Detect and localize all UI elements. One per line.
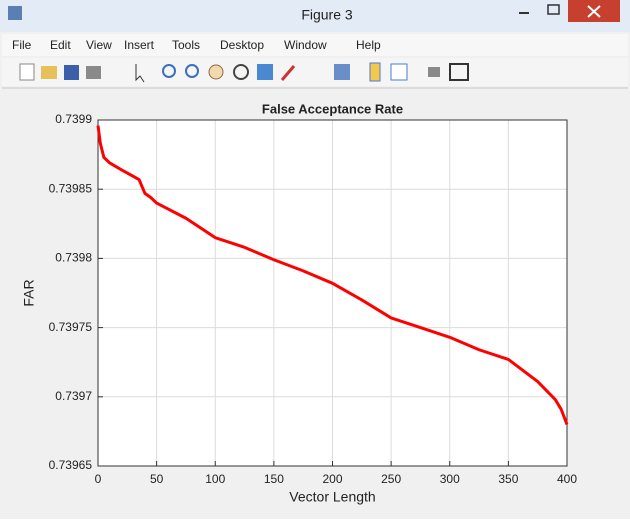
open-icon[interactable] bbox=[41, 66, 57, 79]
x-axis-label: Vector Length bbox=[289, 489, 375, 505]
zoom-in-icon[interactable] bbox=[162, 64, 176, 78]
menu-item[interactable]: Tools bbox=[172, 38, 200, 52]
x-tick-label: 300 bbox=[440, 472, 460, 486]
pan-icon[interactable] bbox=[208, 64, 224, 80]
dock-icon[interactable] bbox=[449, 63, 469, 81]
x-tick-label: 250 bbox=[381, 472, 401, 486]
datacursor-icon[interactable] bbox=[257, 64, 273, 80]
y-tick-label: 0.73985 bbox=[49, 181, 93, 195]
y-tick-label: 0.7399 bbox=[55, 112, 92, 126]
y-tick-label: 0.73975 bbox=[49, 320, 93, 334]
menu-bar bbox=[2, 34, 628, 56]
chart-title: False Acceptance Rate bbox=[262, 101, 403, 116]
data-line bbox=[96, 125, 569, 426]
menu-item[interactable]: Edit bbox=[50, 38, 71, 52]
axes-box bbox=[97, 119, 568, 467]
menu: File Edit View Insert Tools Desktop Window Help bbox=[12, 38, 381, 52]
rotate-icon[interactable] bbox=[233, 64, 249, 80]
plot: 0 50 100 150 200 250 300 350 400 0.73965 0.7397 0.7… bbox=[21, 101, 578, 504]
close-icon bbox=[587, 5, 601, 18]
app-icon bbox=[8, 6, 22, 20]
y-axis-label: FAR bbox=[21, 279, 37, 306]
print-icon[interactable] bbox=[86, 66, 101, 79]
menu-item[interactable]: Help bbox=[356, 38, 381, 52]
window-title: Figure 3 bbox=[301, 7, 353, 23]
brush-icon[interactable] bbox=[280, 65, 296, 81]
menu-item[interactable]: File bbox=[12, 38, 32, 52]
y-tick-label: 0.7397 bbox=[55, 389, 92, 403]
x-tick-label: 350 bbox=[498, 472, 518, 486]
x-tick-label: 0 bbox=[95, 472, 102, 486]
x-tick-label: 200 bbox=[322, 472, 342, 486]
legend-icon[interactable] bbox=[390, 63, 408, 81]
maximize-icon bbox=[547, 4, 560, 15]
toolbar-icons bbox=[19, 62, 469, 83]
x-tick-label: 50 bbox=[150, 472, 164, 486]
menu-item[interactable]: Window bbox=[284, 38, 327, 52]
title-bar bbox=[0, 0, 630, 32]
toolbar bbox=[2, 58, 628, 86]
menu-item[interactable]: Insert bbox=[124, 38, 155, 52]
y-tick-label: 0.7398 bbox=[55, 251, 92, 265]
zoom-out-icon[interactable] bbox=[185, 64, 199, 78]
x-tick-label: 100 bbox=[205, 472, 225, 486]
new-icon[interactable] bbox=[19, 63, 35, 81]
pointer-icon[interactable] bbox=[135, 64, 145, 83]
y-tick-label: 0.73965 bbox=[49, 458, 93, 472]
menu-item[interactable]: View bbox=[86, 38, 112, 52]
x-tick-label: 400 bbox=[557, 472, 577, 486]
save-icon[interactable] bbox=[64, 65, 79, 80]
link-icon[interactable] bbox=[334, 64, 350, 80]
menu-item[interactable]: Desktop bbox=[220, 38, 264, 52]
x-tick-label: 150 bbox=[264, 472, 284, 486]
hide-tools-icon[interactable] bbox=[428, 67, 440, 77]
colorbar-icon[interactable] bbox=[369, 62, 381, 82]
